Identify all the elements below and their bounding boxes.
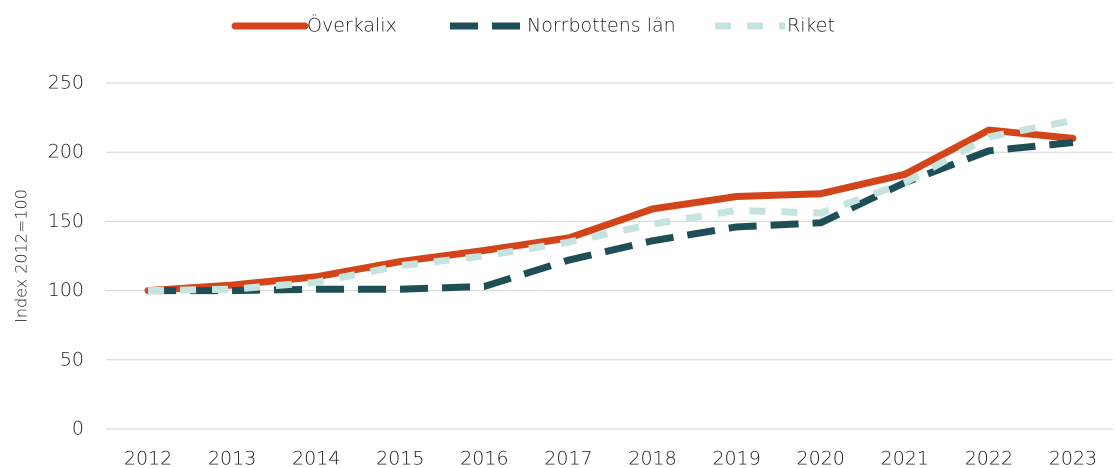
y-axis-label: Index 2012=100 [12, 189, 31, 323]
y-tick-label: 250 [48, 72, 84, 94]
x-tick-label: 2016 [460, 448, 508, 468]
legend-label: Riket [787, 15, 835, 37]
legend-label: Norrbottens län [527, 15, 676, 37]
x-tick-label: 2015 [376, 448, 424, 468]
y-tick-label: 50 [60, 348, 84, 370]
y-tick-label: 200 [48, 141, 84, 163]
y-tick-label: 150 [48, 210, 84, 232]
x-tick-label: 2021 [881, 448, 929, 468]
x-tick-label: 2018 [628, 448, 676, 468]
x-tick-label: 2023 [1049, 448, 1097, 468]
y-tick-label: 100 [48, 279, 84, 301]
x-tick-label: 2012 [124, 448, 172, 468]
x-tick-label: 2017 [544, 448, 592, 468]
series-line [147, 116, 1074, 295]
x-tick-label: 2019 [712, 448, 760, 468]
x-tick-label: 2020 [797, 448, 845, 468]
legend-label: Överkalix [307, 14, 397, 37]
series-line [148, 139, 1074, 295]
x-tick-label: 2013 [208, 448, 256, 468]
x-tick-label: 2014 [292, 448, 340, 468]
series-line [144, 126, 1077, 295]
y-tick-label: 0 [72, 418, 84, 440]
x-tick-label: 2022 [965, 448, 1013, 468]
